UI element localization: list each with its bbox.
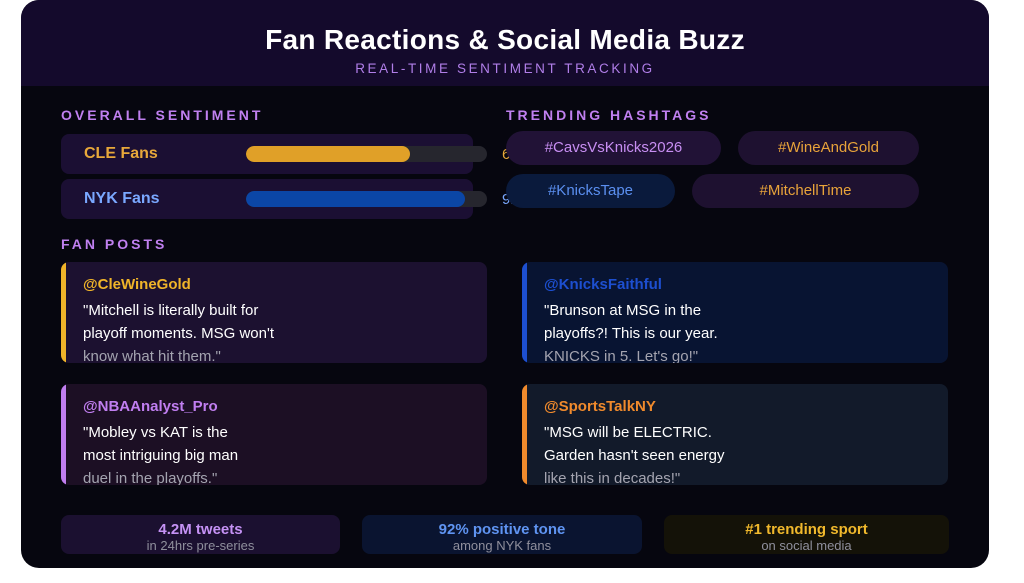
sentiment-bar-fill [246,146,410,162]
stat-value: 92% positive tone [438,521,566,538]
stat-value: 4.2M tweets [158,521,243,538]
post-accent-bar [522,262,527,363]
fan-post: @SportsTalkNY "MSG will be ELECTRIC. Gar… [522,384,948,485]
post-text-line: "Mitchell is literally built for [83,302,259,319]
sentiment-label: CLE Fans [84,145,158,162]
post-text-line: duel in the playoffs." [83,470,218,485]
stat-value: #1 trending sport [745,521,868,538]
post-handle[interactable]: @SportsTalkNY [544,398,656,415]
sentiment-section-title: OVERALL SENTIMENT [61,107,264,123]
hashtag-pill[interactable]: #CavsVsKnicks2026 [506,131,721,165]
page-title: Fan Reactions & Social Media Buzz [265,24,745,55]
post-text-line: know what hit them." [83,348,221,363]
stat-card-tweets: 4.2M tweets in 24hrs pre-series [61,515,340,554]
post-text-line: most intriguing big man [83,447,239,464]
post-text-line: Garden hasn't seen energy [544,447,725,464]
header: Fan Reactions & Social Media Buzz REAL-T… [21,0,989,86]
stat-card-tone: 92% positive tone among NYK fans [362,515,642,554]
post-accent-bar [522,384,527,485]
dashboard-card: Fan Reactions & Social Media Buzz REAL-T… [21,0,989,568]
sentiment-bar-track [246,146,487,162]
posts-section-title: FAN POSTS [61,236,168,252]
post-handle[interactable]: @KnicksFaithful [544,276,662,293]
sentiment-label: NYK Fans [84,190,160,207]
post-text-line: "Brunson at MSG in the [544,302,702,319]
post-text-line: playoff moments. MSG won't [83,325,274,342]
sentiment-row-cle: CLE Fans 68% [61,134,532,174]
post-text-line: "Mobley vs KAT is the [83,424,228,441]
hashtag-pill[interactable]: #KnicksTape [506,174,675,208]
fan-post: @KnicksFaithful "Brunson at MSG in the p… [522,262,948,363]
stat-caption: among NYK fans [452,538,552,553]
post-handle[interactable]: @NBAAnalyst_Pro [83,398,218,415]
page-subtitle: REAL-TIME SENTIMENT TRACKING [355,61,655,76]
stat-card-trending: #1 trending sport on social media [664,515,949,554]
post-accent-bar [61,384,66,485]
post-accent-bar [61,262,66,363]
fan-post: @NBAAnalyst_Pro "Mobley vs KAT is the mo… [61,384,487,485]
post-text-line: KNICKS in 5. Let's go!" [544,348,699,363]
stat-caption: on social media [761,538,852,553]
sentiment-bar-track [246,191,487,207]
stat-caption: in 24hrs pre-series [146,538,255,553]
hashtag-pill[interactable]: #WineAndGold [738,131,919,165]
hashtags-section-title: TRENDING HASHTAGS [506,107,712,123]
post-text-line: like this in decades!" [544,470,681,485]
post-text-line: "MSG will be ELECTRIC. [544,424,712,441]
fan-post: @CleWineGold "Mitchell is literally buil… [61,262,487,363]
post-handle[interactable]: @CleWineGold [83,276,191,293]
sentiment-bar-fill [246,191,466,207]
hashtag-pill[interactable]: #MitchellTime [692,174,919,208]
sentiment-row-nyk: NYK Fans 91% [61,179,532,219]
post-text-line: playoffs?! This is our year. [544,325,718,342]
